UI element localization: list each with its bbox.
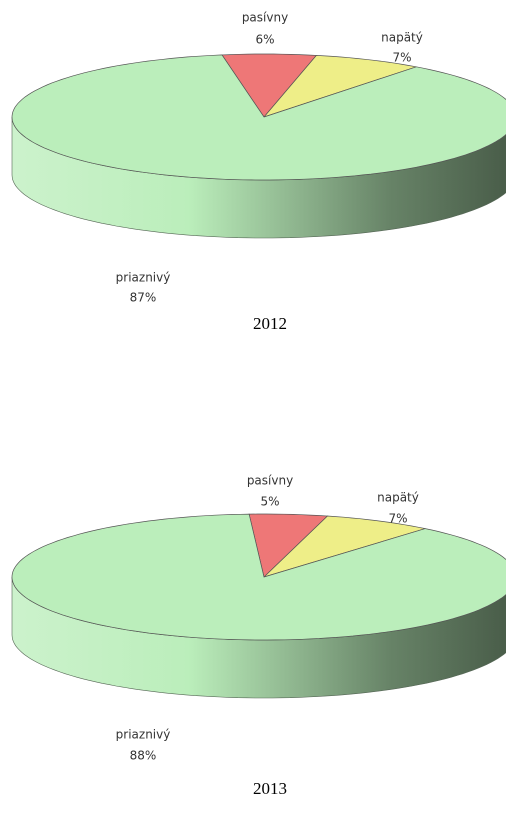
slice-value: 5% xyxy=(260,495,279,509)
pie-slice xyxy=(262,55,417,118)
slice-value: 87% xyxy=(130,291,157,305)
chart-title: 2012 xyxy=(253,314,287,333)
slice-value: 7% xyxy=(392,51,411,65)
slice-label: priaznivý xyxy=(116,271,171,285)
pie-slice xyxy=(221,53,318,118)
slice-label: napätý xyxy=(377,491,419,505)
slice-value: 7% xyxy=(388,512,407,526)
slice-label: priaznivý xyxy=(116,728,171,742)
slice-label: napätý xyxy=(381,31,423,45)
pie-slice xyxy=(11,513,506,641)
chart-title: 2013 xyxy=(253,779,287,798)
pie-slice xyxy=(248,513,329,578)
slice-label: pasívny xyxy=(247,474,293,488)
slice-value: 88% xyxy=(130,749,157,763)
pie-slice xyxy=(263,515,426,578)
slice-value: 6% xyxy=(255,33,274,47)
slice-label: pasívny xyxy=(242,11,288,25)
pie-slice xyxy=(11,54,506,181)
